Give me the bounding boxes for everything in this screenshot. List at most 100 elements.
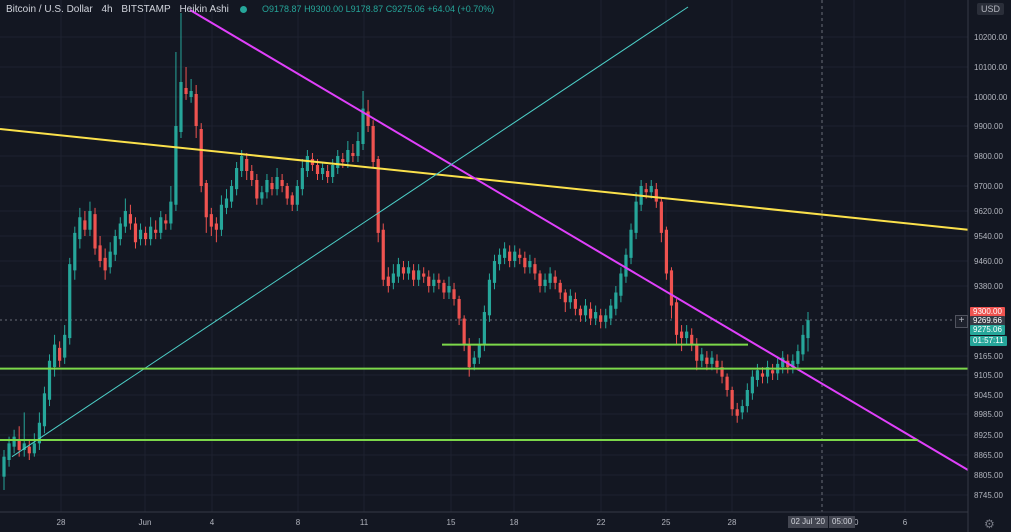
crosshair-price-tag: 9269.66 bbox=[970, 316, 1005, 326]
add-alert-icon[interactable]: + bbox=[955, 315, 968, 328]
candle-body bbox=[32, 443, 36, 454]
candle-body bbox=[518, 254, 522, 258]
y-tick-label: 9380.00 bbox=[974, 282, 1003, 291]
y-tick-label: 9460.00 bbox=[974, 257, 1003, 266]
close-value: C9275.06 bbox=[385, 4, 425, 14]
candle-body bbox=[755, 370, 760, 380]
candle-body bbox=[336, 156, 340, 168]
candle-body bbox=[300, 168, 304, 190]
candle-body bbox=[391, 273, 395, 283]
candle-body bbox=[189, 91, 193, 97]
y-tick-label: 9045.00 bbox=[974, 391, 1003, 400]
candle-body bbox=[17, 440, 21, 450]
candle-body bbox=[624, 254, 628, 277]
x-axis: 28Jun48111518222528306 bbox=[0, 511, 1011, 527]
candle-body bbox=[93, 214, 97, 249]
candle-body bbox=[679, 331, 684, 339]
x-tick-label: 22 bbox=[597, 518, 606, 527]
candle-body bbox=[83, 220, 87, 230]
candle-body bbox=[331, 165, 335, 177]
candle-body bbox=[695, 344, 699, 361]
candle-body bbox=[513, 251, 517, 261]
candle-body bbox=[351, 153, 355, 156]
candle-body bbox=[250, 171, 254, 180]
candle-body bbox=[654, 189, 658, 202]
candle-body bbox=[720, 367, 724, 377]
candle-body bbox=[381, 229, 385, 280]
candle-body bbox=[346, 150, 350, 162]
chart-style-label[interactable]: Heikin Ashi bbox=[179, 4, 229, 15]
candle-body bbox=[771, 370, 775, 374]
candle-body bbox=[63, 334, 67, 358]
candle-body bbox=[644, 189, 648, 193]
candle-body bbox=[659, 201, 663, 233]
interval-label[interactable]: 4h bbox=[101, 4, 113, 15]
candle-body bbox=[462, 318, 466, 345]
candle-body bbox=[295, 186, 299, 205]
candle-body bbox=[199, 129, 203, 186]
x-tick-label: 18 bbox=[510, 518, 519, 527]
candle-body bbox=[477, 344, 481, 358]
low-value: L9178.87 bbox=[345, 4, 384, 14]
candle-body bbox=[133, 223, 138, 243]
candle-body bbox=[578, 308, 583, 316]
candle-body bbox=[255, 180, 259, 199]
x-tick-label: 28 bbox=[728, 518, 737, 527]
crosshair-date-tag: 02 Jul '20 bbox=[788, 516, 828, 528]
currency-button[interactable]: USD bbox=[977, 3, 1005, 15]
candle-body bbox=[68, 264, 72, 339]
candle-countdown: 01:57:11 bbox=[970, 336, 1007, 346]
candle-body bbox=[224, 198, 229, 208]
candle-body bbox=[730, 390, 734, 410]
candle-body bbox=[690, 334, 694, 345]
candle-body bbox=[715, 360, 719, 368]
x-tick-label: 15 bbox=[447, 518, 456, 527]
candle-body bbox=[194, 94, 198, 126]
candle-body bbox=[356, 141, 360, 156]
candle-body bbox=[422, 273, 426, 277]
candle-body bbox=[386, 276, 390, 286]
candle-body bbox=[240, 156, 244, 171]
candle-body bbox=[411, 270, 416, 280]
trend-lines-layer[interactable] bbox=[0, 6, 969, 471]
candle-body bbox=[73, 232, 77, 271]
candle-body bbox=[472, 357, 476, 364]
candle-body bbox=[361, 108, 365, 144]
candle-body bbox=[543, 279, 547, 286]
candle-body bbox=[629, 229, 633, 258]
candle-body bbox=[669, 270, 674, 306]
x-tick-label: 11 bbox=[360, 518, 369, 527]
candle-body bbox=[143, 232, 148, 240]
high-value: H9300.00 bbox=[304, 4, 344, 14]
y-tick-label: 9105.00 bbox=[974, 371, 1003, 380]
candle-body bbox=[113, 236, 117, 255]
candle-body bbox=[42, 393, 47, 427]
candle-body bbox=[169, 201, 173, 224]
candle-body bbox=[791, 360, 795, 368]
candle-body bbox=[265, 180, 269, 193]
y-axis: 10200.00 10100.00 10000.00 9900.00 9800.00 97… bbox=[967, 0, 1011, 532]
exchange-label: BITSTAMP bbox=[121, 4, 171, 15]
candle-body bbox=[118, 223, 122, 240]
candle-body bbox=[568, 295, 572, 303]
candle-body bbox=[806, 320, 810, 339]
candle-body bbox=[634, 201, 638, 233]
market-status-icon bbox=[239, 5, 247, 13]
candle-body bbox=[245, 159, 249, 171]
candle-body bbox=[7, 443, 11, 460]
candle-body bbox=[583, 305, 588, 316]
candle-body bbox=[401, 267, 406, 274]
symbol-name[interactable]: Bitcoin / U.S. Dollar bbox=[6, 4, 93, 15]
candle-body bbox=[406, 267, 411, 274]
y-tick-label: 8745.00 bbox=[974, 491, 1003, 500]
candle-body bbox=[285, 186, 289, 199]
open-value: O9178.87 bbox=[262, 4, 302, 14]
candle-body bbox=[594, 312, 598, 319]
candle-body bbox=[503, 248, 507, 258]
gear-icon[interactable]: ⚙ bbox=[984, 517, 995, 531]
candle-body bbox=[740, 406, 744, 413]
y-tick-label: 9700.00 bbox=[974, 182, 1003, 191]
last-price-tag: 9275.06 bbox=[970, 325, 1005, 335]
y-tick-label: 8865.00 bbox=[974, 451, 1003, 460]
